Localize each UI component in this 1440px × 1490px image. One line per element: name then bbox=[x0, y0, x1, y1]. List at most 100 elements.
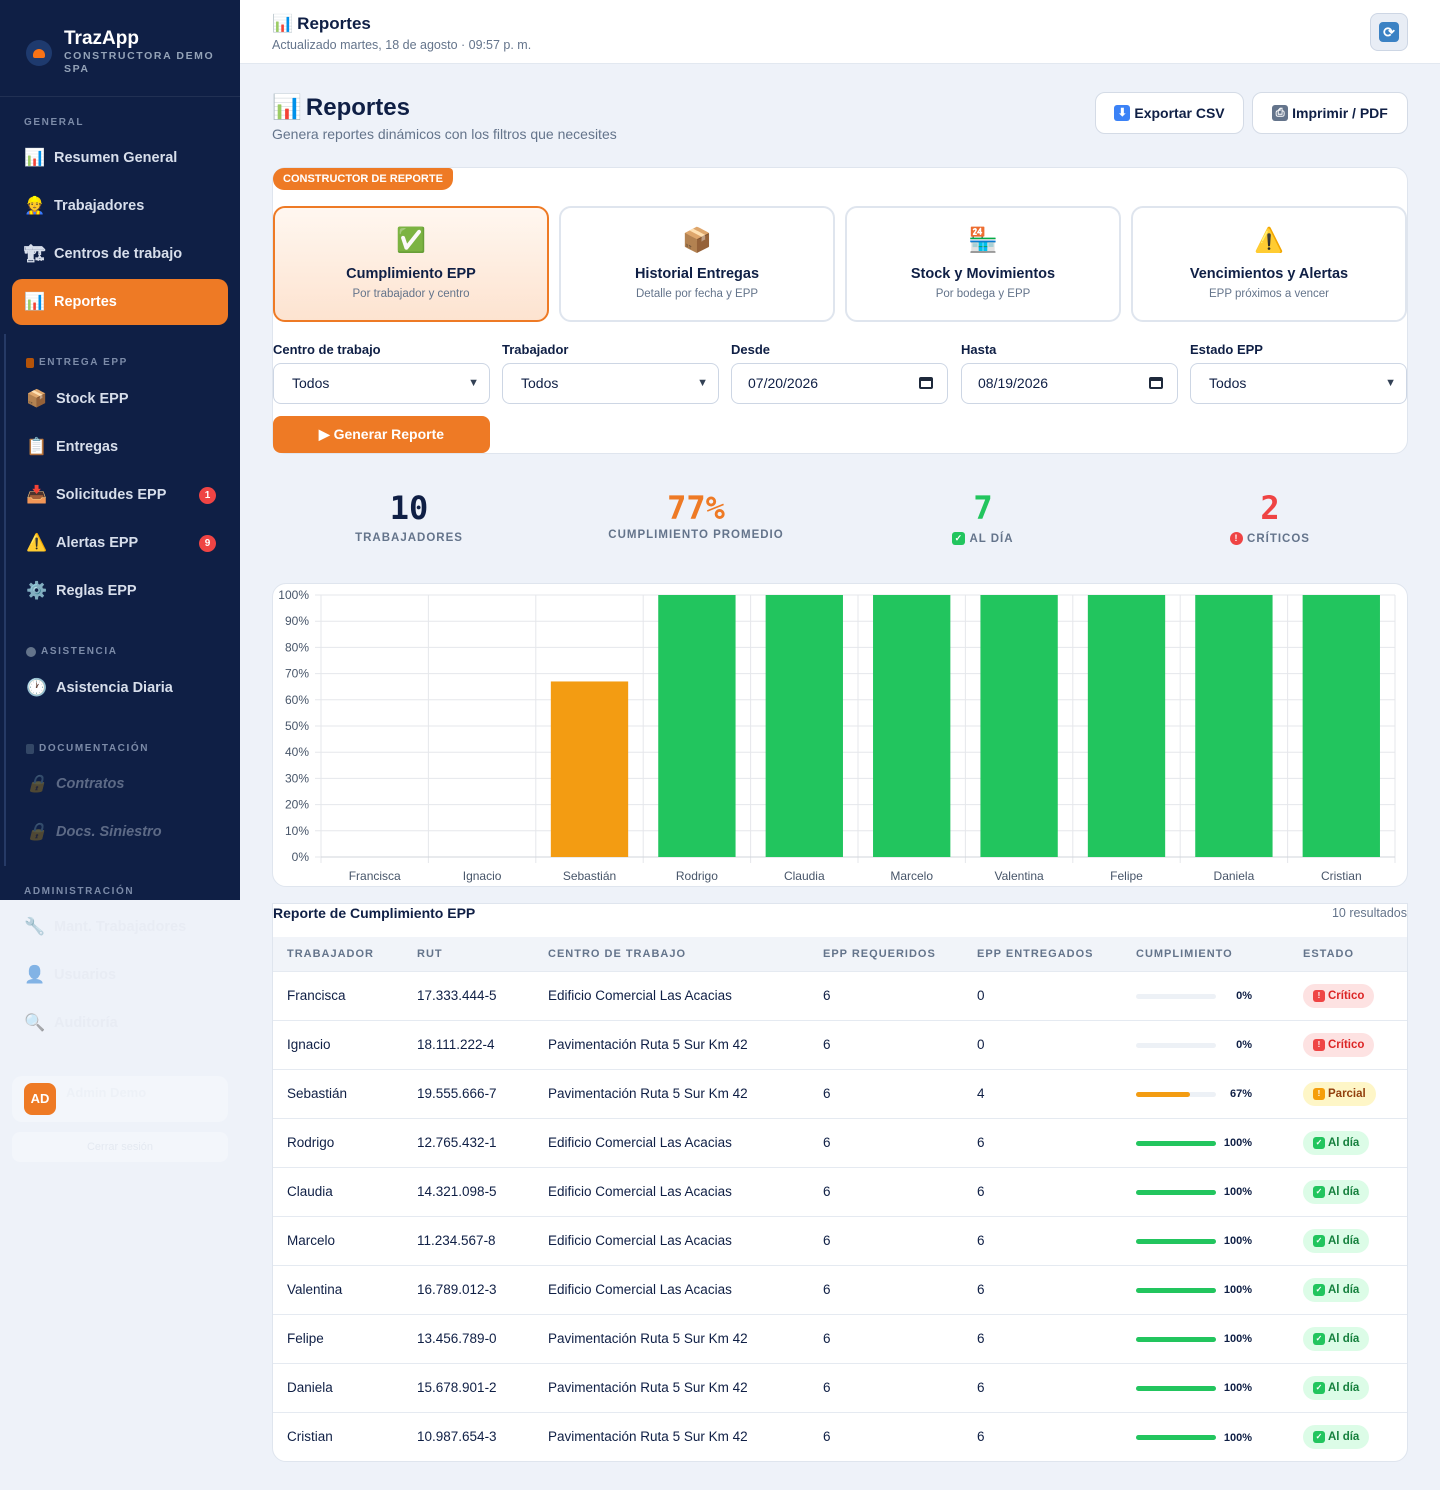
estado-select[interactable]: Todos ▼ bbox=[1190, 363, 1407, 404]
logout-button[interactable]: Cerrar sesión bbox=[12, 1132, 228, 1162]
print-pdf-button[interactable]: ⎙ Imprimir / PDF bbox=[1252, 92, 1408, 134]
sidebar-item-centros[interactable]: 🏗 Centros de trabajo bbox=[24, 244, 183, 263]
refresh-button[interactable]: ⟳ bbox=[1370, 13, 1408, 51]
table-row[interactable]: Claudia 14.321.098-5 Edificio Comercial La… bbox=[273, 1166, 1407, 1216]
sidebar-item-solicitudes[interactable]: 📥 Solicitudes EPP 1 bbox=[14, 472, 228, 518]
progress-percent: 100% bbox=[1223, 1235, 1252, 1248]
calendar-icon[interactable] bbox=[1149, 377, 1163, 389]
document-icon bbox=[26, 743, 34, 754]
cell-epp-entregados: 6 bbox=[963, 1215, 1122, 1265]
cell-estado: ✓ Al día bbox=[1289, 1166, 1407, 1216]
download-icon: ⬇ bbox=[1114, 105, 1131, 121]
col-epp-requeridos[interactable]: EPP REQUERIDOS bbox=[823, 947, 936, 960]
sidebar-item-reportes[interactable]: 📊 Reportes bbox=[12, 279, 228, 325]
magnifier-icon: 🔍 bbox=[24, 1013, 46, 1032]
section-general: GENERAL bbox=[24, 117, 85, 128]
export-csv-button[interactable]: ⬇ Exportar CSV bbox=[1095, 92, 1244, 134]
sidebar-item-resumen[interactable]: 📊 Resumen General bbox=[24, 148, 178, 167]
cell-epp-entregados: 6 bbox=[963, 1411, 1122, 1461]
sidebar-item-auditoria[interactable]: 🔍 Auditoría bbox=[24, 1013, 118, 1032]
builder-label: CONSTRUCTOR DE REPORTE bbox=[273, 168, 453, 190]
bar-valentina bbox=[980, 595, 1058, 857]
table-row[interactable]: Sebastián 19.555.666-7 Pavimentación Ruta … bbox=[273, 1068, 1407, 1118]
card-title: Historial Entregas bbox=[634, 266, 760, 282]
clock-icon: 🕐 bbox=[26, 678, 48, 697]
desde-date-input[interactable]: 07/20/2026 bbox=[731, 363, 948, 404]
cell-rut: 12.765.432-1 bbox=[403, 1117, 534, 1167]
report-type-vencimientos[interactable]: ⚠️ Vencimientos y Alertas EPP próximos a… bbox=[1131, 206, 1407, 322]
card-title: Stock y Movimientos bbox=[910, 266, 1056, 282]
centro-select[interactable]: Todos ▼ bbox=[273, 363, 490, 404]
boot-icon bbox=[26, 357, 34, 368]
cell-trabajador: Francisca bbox=[273, 970, 403, 1020]
cell-rut: 17.333.444-5 bbox=[403, 970, 534, 1020]
sidebar-item-docs-siniestro[interactable]: 🔒 Docs. Siniestro bbox=[26, 822, 162, 841]
sidebar-item-entregas[interactable]: 📋 Entregas bbox=[26, 437, 119, 456]
sidebar-item-mant-trabajadores[interactable]: 🔧 Mant. Trabajadores bbox=[24, 917, 187, 936]
check-icon: ✓ bbox=[1313, 1430, 1325, 1443]
calendar-icon[interactable] bbox=[919, 377, 933, 389]
stat-criticos: 2 ! CRÍTICOS bbox=[1135, 488, 1405, 545]
cell-cumplimiento: 0% bbox=[1122, 1019, 1289, 1069]
table-row[interactable]: Ignacio 18.111.222-4 Pavimentación Ruta 5 … bbox=[273, 1019, 1407, 1069]
card-subtitle: Por trabajador y centro bbox=[352, 288, 470, 300]
cell-epp-entregados: 0 bbox=[963, 1019, 1122, 1069]
progress-percent: 0% bbox=[1236, 990, 1252, 1003]
bar-sebastián bbox=[550, 681, 629, 857]
y-tick-label: 10% bbox=[285, 824, 309, 838]
sidebar-item-asistencia[interactable]: 🕐 Asistencia Diaria bbox=[26, 678, 173, 697]
table-row[interactable]: Marcelo 11.234.567-8 Edificio Comercial La… bbox=[273, 1215, 1407, 1265]
alertas-count-badge: 9 bbox=[199, 535, 216, 552]
col-rut[interactable]: RUT bbox=[417, 947, 443, 960]
sidebar-item-contratos[interactable]: 🔒 Contratos bbox=[26, 774, 125, 793]
stat-value: 77% bbox=[667, 489, 725, 527]
cell-trabajador: Daniela bbox=[273, 1362, 403, 1412]
progress-bar bbox=[1136, 1140, 1216, 1146]
cell-rut: 18.111.222-4 bbox=[403, 1019, 534, 1069]
top-bar: 📊 Reportes Actualizado martes, 18 de agos… bbox=[240, 0, 1440, 64]
sidebar-item-alertas[interactable]: ⚠️ Alertas EPP 9 bbox=[14, 520, 228, 566]
cell-cumplimiento: 100% bbox=[1122, 1362, 1289, 1412]
sidebar-item-reglas[interactable]: ⚙️ Reglas EPP bbox=[26, 581, 137, 600]
table-row[interactable]: Felipe 13.456.789-0 Pavimentación Ruta 5 S… bbox=[273, 1313, 1407, 1363]
col-trabajador[interactable]: TRABAJADOR bbox=[287, 947, 374, 960]
col-cumplimiento[interactable]: CUMPLIMIENTO bbox=[1136, 947, 1233, 960]
sidebar-item-trabajadores[interactable]: 👷 Trabajadores bbox=[24, 196, 145, 215]
report-type-stock[interactable]: 🏪 Stock y Movimientos Por bodega y EPP bbox=[845, 206, 1121, 322]
siren-icon: ! bbox=[1313, 989, 1325, 1002]
sidebar: TrazApp CONSTRUCTORA DEMO SPA GENERAL 📊 R… bbox=[0, 0, 240, 900]
table-row[interactable]: Valentina 16.789.012-3 Edificio Comercial … bbox=[273, 1264, 1407, 1314]
sidebar-item-usuarios[interactable]: 👤 Usuarios bbox=[24, 965, 117, 984]
card-subtitle: Detalle por fecha y EPP bbox=[635, 288, 759, 300]
progress-fill bbox=[1136, 1238, 1216, 1244]
progress-percent: 67% bbox=[1229, 1088, 1252, 1101]
report-type-cumplimiento[interactable]: ✅ Cumplimiento EPP Por trabajador y cent… bbox=[273, 206, 549, 322]
progress-bar bbox=[1136, 993, 1216, 999]
col-estado[interactable]: ESTADO bbox=[1303, 947, 1355, 960]
cell-epp-requeridos: 6 bbox=[809, 1411, 963, 1461]
x-tick-label: Sebastián bbox=[563, 869, 616, 883]
trabajador-select[interactable]: Todos ▼ bbox=[502, 363, 719, 404]
col-centro[interactable]: CENTRO DE TRABAJO bbox=[548, 947, 687, 960]
cell-trabajador: Ignacio bbox=[273, 1019, 403, 1069]
table-row[interactable]: Francisca 17.333.444-5 Edificio Comercial … bbox=[273, 970, 1407, 1020]
generate-report-button[interactable]: ▶ Generar Reporte bbox=[273, 416, 490, 453]
table-row[interactable]: Rodrigo 12.765.432-1 Edificio Comercial La… bbox=[273, 1117, 1407, 1167]
progress-fill bbox=[1136, 1140, 1216, 1146]
cell-epp-requeridos: 6 bbox=[809, 1068, 963, 1118]
lock-icon: 🔒 bbox=[26, 822, 48, 841]
bar-chart-svg: 0% 10% 20% 30% 40% 50% 60% 70% 80% 90% 100% Francis… bbox=[278, 588, 1396, 883]
progress-bar bbox=[1136, 1336, 1216, 1342]
hasta-date-input[interactable]: 08/19/2026 bbox=[961, 363, 1178, 404]
table-title: Reporte de Cumplimiento EPP bbox=[273, 905, 476, 921]
y-tick-label: 20% bbox=[285, 798, 309, 812]
sidebar-item-stock[interactable]: 📦 Stock EPP bbox=[26, 389, 129, 408]
table-row[interactable]: Daniela 15.678.901-2 Pavimentación Ruta 5 … bbox=[273, 1362, 1407, 1412]
siren-icon: ! bbox=[1313, 1038, 1325, 1051]
table-row[interactable]: Cristian 10.987.654-3 Pavimentación Ruta 5… bbox=[273, 1411, 1407, 1461]
cell-estado: ✓ Al día bbox=[1289, 1411, 1407, 1461]
estado-label: Estado EPP bbox=[1190, 342, 1263, 357]
col-epp-entregados[interactable]: EPP ENTREGADOS bbox=[977, 947, 1094, 960]
report-type-historial[interactable]: 📦 Historial Entregas Detalle por fecha y… bbox=[559, 206, 835, 322]
y-tick-label: 30% bbox=[285, 771, 309, 785]
